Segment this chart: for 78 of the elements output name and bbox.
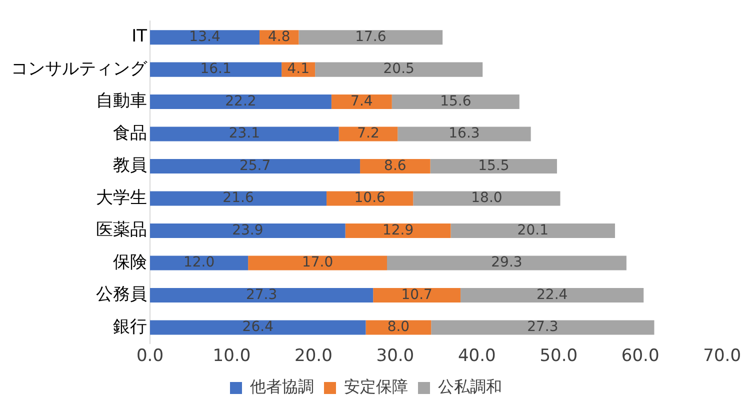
- bar: [387, 256, 626, 270]
- y-tick-label: 自動車: [96, 91, 147, 112]
- bar: [150, 126, 339, 142]
- bar: [315, 62, 483, 77]
- y-tick-label: 食品: [113, 123, 147, 144]
- bar: [450, 224, 616, 238]
- bar: [338, 126, 398, 142]
- data-label: 15.5: [478, 158, 510, 174]
- data-label: 17.0: [302, 254, 334, 271]
- data-label: 20.1: [517, 222, 548, 238]
- bar: [150, 62, 282, 77]
- bar: [150, 94, 332, 110]
- bar: [150, 256, 248, 270]
- y-tick-label: コンサルティング: [11, 58, 148, 79]
- bar: [345, 224, 451, 238]
- data-label: 21.6: [222, 190, 254, 206]
- x-tick-label: 70.0: [703, 346, 742, 366]
- x-tick-label: 30.0: [376, 346, 414, 366]
- bar: [373, 288, 461, 302]
- data-label: 29.3: [491, 254, 522, 271]
- data-label: 12.9: [382, 222, 414, 238]
- y-tick-label: 医薬品: [96, 220, 147, 240]
- data-label: 13.4: [189, 28, 220, 45]
- data-label: 25.7: [239, 158, 271, 174]
- y-tick-label: 大学生: [96, 188, 147, 208]
- data-label: 22.2: [225, 93, 256, 110]
- bar: [431, 320, 654, 335]
- y-tick-label: 教員: [113, 156, 147, 176]
- data-label: 4.1: [287, 61, 310, 78]
- bar: [150, 288, 374, 302]
- y-tick-label: 保険: [113, 252, 147, 272]
- bar: [392, 94, 520, 110]
- data-label: 10.7: [401, 286, 432, 303]
- data-label: 23.1: [228, 126, 260, 142]
- bar: [430, 159, 557, 174]
- bar: [413, 191, 560, 206]
- x-tick-label: 10.0: [212, 346, 251, 366]
- bar: [326, 191, 414, 206]
- data-label: 22.4: [536, 286, 568, 303]
- legend-label: 安定保障: [344, 377, 408, 396]
- bar: [150, 320, 366, 335]
- y-tick-label: 銀行: [113, 316, 147, 337]
- data-label: 27.3: [246, 286, 278, 303]
- bar: [150, 191, 327, 206]
- data-label: 7.2: [357, 126, 380, 142]
- data-label: 15.6: [440, 93, 472, 110]
- data-label: 23.9: [232, 222, 264, 238]
- data-label: 17.6: [355, 28, 386, 45]
- x-tick-label: 0.0: [136, 346, 164, 366]
- data-label: 8.0: [387, 319, 410, 336]
- data-label: 16.1: [200, 61, 232, 78]
- data-label: 26.4: [242, 319, 274, 336]
- data-label: 27.3: [527, 319, 558, 336]
- bar: [248, 256, 387, 270]
- data-label: 4.8: [268, 28, 290, 45]
- x-tick-label: 50.0: [540, 346, 578, 366]
- bar: [360, 159, 430, 174]
- data-label: 10.6: [354, 190, 386, 206]
- data-label: 8.6: [384, 158, 406, 174]
- x-tick-label: 60.0: [621, 346, 660, 366]
- data-label: 12.0: [183, 254, 215, 271]
- x-tick-label: 40.0: [458, 346, 496, 366]
- bar: [331, 94, 392, 110]
- bar: [150, 159, 360, 174]
- y-tick-label: 公務員: [96, 284, 147, 305]
- data-label: 16.3: [448, 126, 480, 142]
- bar: [150, 224, 346, 238]
- bar: [460, 288, 644, 302]
- bar: [298, 30, 443, 45]
- legend-label: 公私調和: [438, 377, 502, 396]
- legend-label: 他者協調: [250, 377, 314, 396]
- bar: [150, 30, 260, 45]
- data-label: 18.0: [471, 190, 502, 206]
- bar: [398, 126, 531, 142]
- x-tick-label: 20.0: [294, 346, 332, 366]
- data-label: 20.5: [383, 61, 414, 78]
- y-tick-label: IT: [132, 26, 148, 47]
- data-label: 7.4: [350, 93, 373, 110]
